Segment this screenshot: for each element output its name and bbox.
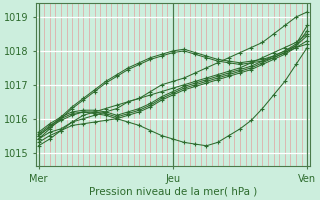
X-axis label: Pression niveau de la mer( hPa ): Pression niveau de la mer( hPa ) xyxy=(89,187,257,197)
